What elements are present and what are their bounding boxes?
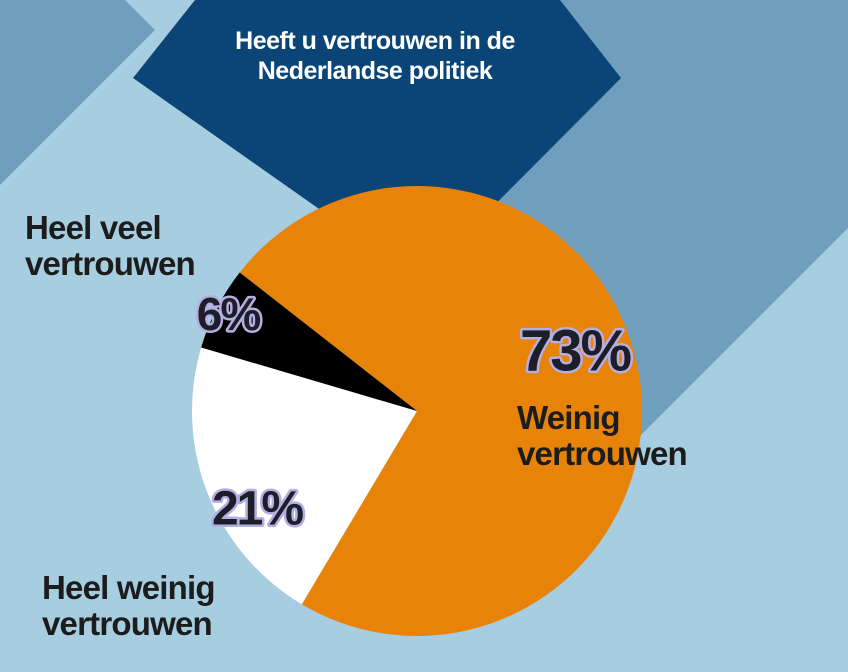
pie xyxy=(191,186,643,636)
category-label: Heel veel vertrouwen xyxy=(25,209,196,282)
value-label: 73% xyxy=(520,318,632,383)
pie-slice xyxy=(191,347,417,605)
chart-title: Heeft u vertrouwen in de Nederlandse pol… xyxy=(235,27,515,85)
category-label: Weinig vertrouwen xyxy=(517,399,688,472)
value-label: 21% xyxy=(212,483,303,536)
pie-slice xyxy=(201,272,417,411)
category-label: Heel weinig vertrouwen xyxy=(42,569,216,642)
value-label: 6% xyxy=(197,288,261,340)
pie-slice xyxy=(239,186,643,636)
title-banner xyxy=(133,0,621,280)
background-shape xyxy=(0,0,155,185)
value-labels: 73% 21% 6% xyxy=(194,286,636,539)
